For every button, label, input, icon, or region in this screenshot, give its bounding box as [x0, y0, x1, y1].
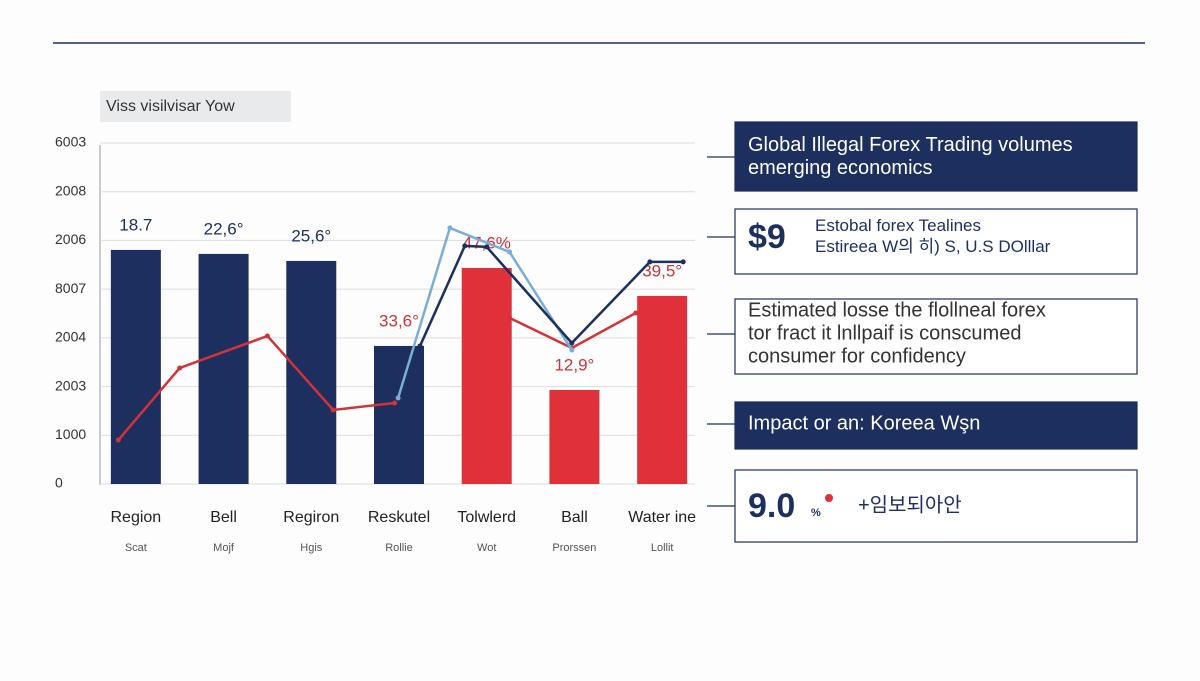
category-label: Bell [210, 509, 237, 526]
category-sublabel: Rollie [385, 542, 413, 554]
panel-text: tor fract it lnllpaif is conscumed [748, 322, 1021, 344]
panel [734, 208, 1138, 275]
y-tick-label: 8007 [55, 280, 86, 296]
panel-small: % [811, 507, 821, 519]
bar [374, 345, 424, 484]
panel-big: 9.0 [748, 487, 795, 525]
y-tick-label: 0 [55, 475, 63, 491]
panel [734, 469, 1138, 543]
bar [110, 249, 161, 484]
panel [734, 401, 1138, 450]
line [117, 334, 395, 441]
bar-label: 18.7 [119, 215, 152, 234]
bar-label: 33,6° [379, 311, 419, 330]
category-label: Region [111, 509, 162, 526]
y-tick-label: 6003 [55, 134, 86, 150]
y-tick-label: 2003 [55, 377, 86, 393]
bar [549, 389, 600, 484]
bar-label: 12,9° [554, 355, 594, 374]
tag-box [100, 91, 291, 122]
bar [286, 260, 337, 484]
bar [461, 267, 512, 484]
category-label: Tolwlerd [457, 509, 516, 526]
bar-label: 39,5° [642, 261, 682, 280]
panel-text: Impact or an: Koreea Wşn [748, 412, 980, 434]
category-label: Reskutel [368, 509, 430, 526]
category-sublabel: Scat [125, 542, 147, 554]
bar-label: 25,6° [291, 226, 331, 245]
panel [734, 298, 1138, 375]
category-sublabel: Lollit [651, 542, 674, 554]
category-sublabel: Wot [477, 542, 496, 554]
bar [637, 295, 688, 484]
category-sublabel: Hgis [300, 542, 323, 554]
y-tick-label: 1000 [55, 426, 86, 442]
panel-text: Estireea W의 히) S, U.S DOlllar [815, 237, 1051, 256]
panel-dot [825, 494, 833, 502]
y-tick-label: 2006 [55, 231, 86, 247]
category-label: Water ine [628, 509, 696, 526]
panel [734, 121, 1138, 192]
category-label: Ball [561, 509, 588, 526]
panel-text: Estobal forex Tealines [815, 216, 981, 235]
category-label: Regiron [283, 509, 339, 526]
category-sublabel: Prorssen [552, 542, 596, 554]
panel-big: $9 [748, 218, 786, 256]
panel-text: Global Illegal Forex Trading volumes [748, 134, 1073, 156]
line [418, 244, 684, 347]
bar [198, 253, 249, 484]
panel-text: Estimated losse the flollneal forex [748, 299, 1046, 321]
line [396, 226, 573, 399]
panel-text: +임보되아안 [858, 493, 962, 516]
category-sublabel: Mojf [213, 542, 235, 554]
y-tick-label: 2004 [55, 329, 86, 345]
tag: Viss visilvisar Yow [106, 98, 235, 115]
panel-text: emerging economics [748, 157, 933, 179]
y-tick-label: 2008 [55, 182, 86, 198]
panel-text: consumer for confidency [748, 345, 966, 367]
bar-label: 22,6° [204, 219, 244, 238]
